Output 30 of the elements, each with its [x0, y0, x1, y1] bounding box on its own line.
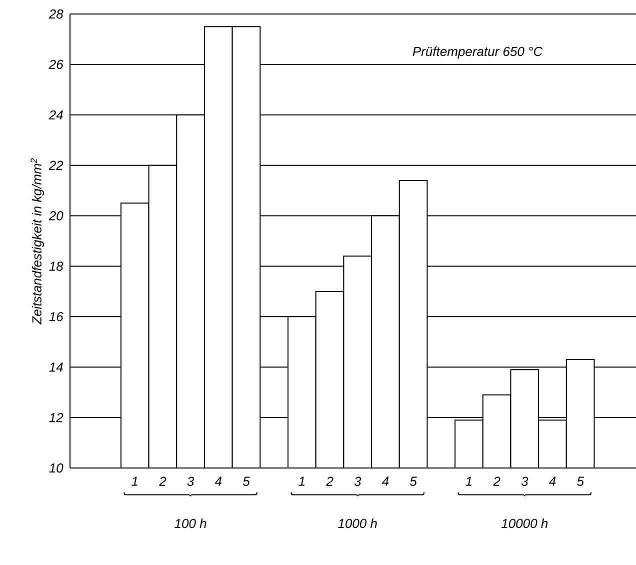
x-tick-label: 4: [214, 476, 222, 486]
y-tick-label: 20: [48, 211, 64, 220]
y-axis-title: Zeitstandfestigkeit in kg/mm$^{2}$: [30, 158, 44, 325]
x-tick-label: 2: [326, 476, 334, 486]
y-tick-label: 16: [49, 312, 64, 322]
y-tick-label: 10: [49, 463, 64, 473]
x-tick-label: 5: [577, 476, 584, 486]
x-tick-label: 4: [382, 476, 389, 486]
x-tick-label: 3: [354, 476, 362, 486]
annotation: Prüftemperatur 650 °C: [412, 46, 543, 59]
y-tick-label: 24: [48, 110, 63, 120]
x-tick-label: 3: [521, 476, 528, 486]
y-tick-label: 18: [49, 262, 64, 271]
y-tick-label: 22: [48, 160, 64, 170]
x-tick-label: 1: [132, 476, 138, 486]
x-tick-label: 2: [159, 476, 166, 486]
text: 1000 h: [338, 518, 377, 528]
y-tick-label: 28: [48, 9, 64, 19]
x-tick-label: 2: [493, 476, 500, 486]
text: 100 h: [174, 518, 206, 528]
x-tick-label: 1: [298, 476, 304, 486]
y-tick-label: 12: [49, 413, 64, 422]
x-tick-label: 5: [410, 476, 417, 486]
y-tick-label: 26: [48, 60, 64, 70]
text: 10000 h: [501, 518, 548, 528]
x-tick-label: 3: [187, 476, 194, 486]
x-tick-label: 4: [548, 476, 556, 486]
y-tick-label: 14: [49, 362, 63, 372]
x-tick-label: 1: [466, 476, 472, 486]
x-tick-label: 5: [242, 476, 250, 486]
